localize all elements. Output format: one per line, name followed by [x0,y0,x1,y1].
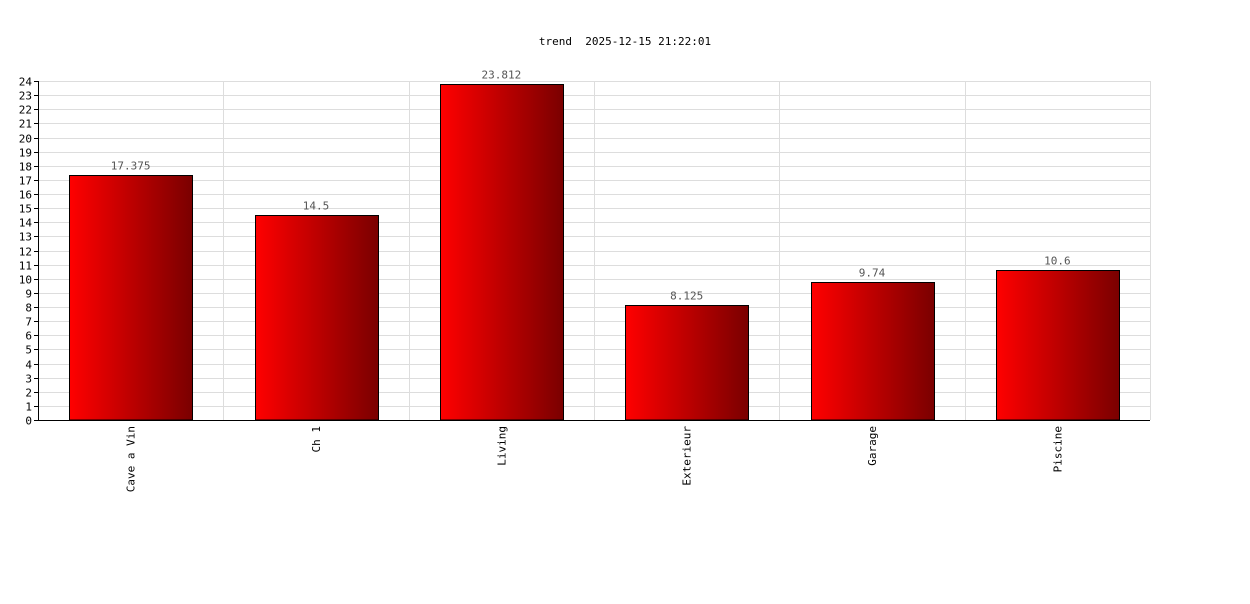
y-tick-label: 8 [25,302,32,315]
y-tick-label: 22 [19,104,32,117]
y-tick-label: 23 [19,90,32,103]
bar-cave-a-vin [69,175,193,421]
y-tick-label: 18 [19,161,32,174]
y-tick-label: 4 [25,359,32,372]
y-tick-label: 20 [19,133,32,146]
bar-garage [811,282,935,421]
bars: 17.375 14.5 23.812 8.125 9.74 10.6 [69,69,1120,421]
data-label: 23.812 [481,69,521,82]
y-tick-label: 10 [19,274,32,287]
data-label: 8.125 [670,290,703,303]
chart-title: trend 2025-12-15 21:22:01 [539,35,711,48]
x-tick-label: Piscine [1051,426,1064,472]
y-tick-label: 15 [19,203,32,216]
y-tick-label: 1 [25,401,32,414]
y-tick-label: 9 [25,288,32,301]
y-tick-label: 2 [25,387,32,400]
bar-living [440,84,564,421]
data-label: 17.375 [111,160,151,173]
y-tick-label: 5 [25,344,32,357]
x-tick-label: Cave a Vin [125,426,138,492]
x-tick-label: Ch 1 [310,426,323,453]
x-axis: Cave a Vin Ch 1 Living Exterieur Garage Pisci… [38,420,1150,492]
y-tick-label: 19 [19,147,32,160]
data-label: 10.6 [1044,255,1071,268]
y-tick-label: 21 [19,118,32,131]
y-tick-label: 24 [19,76,33,89]
y-tick-label: 3 [25,373,32,386]
y-tick-label: 7 [25,316,32,329]
bar-piscine [996,270,1120,421]
x-tick-label: Exterieur [681,426,694,486]
y-tick-label: 13 [19,231,32,244]
y-tick-label: 17 [19,175,32,188]
data-label: 14.5 [303,200,330,213]
bar-exterieur [625,305,749,421]
y-tick-label: 11 [19,260,32,273]
data-label: 9.74 [859,267,886,280]
x-tick-label: Living [495,426,508,466]
y-tick-label: 6 [25,330,32,343]
x-tick-label: Garage [866,426,879,466]
y-tick-label: 0 [25,415,32,428]
y-tick-label: 14 [19,217,33,230]
bar-ch-1 [255,215,379,421]
y-tick-label: 12 [19,246,32,259]
y-tick-label: 16 [19,189,32,202]
grid [38,81,1151,420]
